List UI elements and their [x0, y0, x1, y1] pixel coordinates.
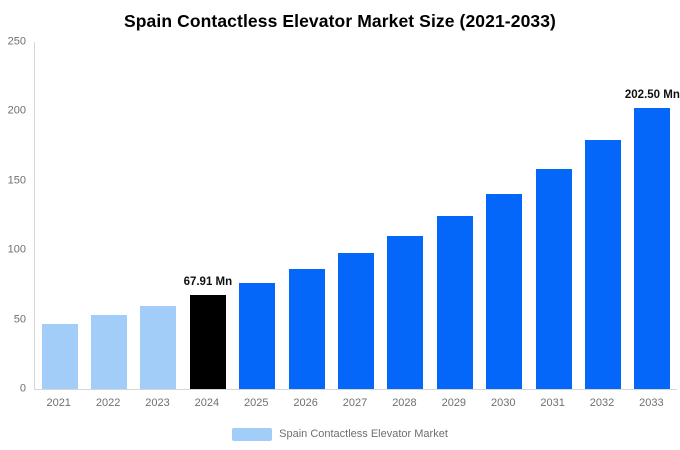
bar-slot-2026: [282, 42, 331, 389]
bar-value-label-2033: 202.50 Mn: [624, 89, 680, 102]
x-label-2026: 2026: [293, 397, 318, 409]
bar-2025[interactable]: [239, 282, 276, 389]
x-label-2022: 2022: [95, 397, 121, 409]
bar-slot-2028: [381, 42, 430, 389]
x-label-2021: 2021: [46, 397, 71, 409]
bar-value-label-2024: 67.91 Mn: [183, 276, 233, 289]
bar-2033[interactable]: [634, 107, 671, 389]
legend-item[interactable]: Spain Contactless Elevator Market: [0, 426, 680, 442]
y-tick-100: 100: [7, 243, 26, 256]
bar-slot-2023: [134, 42, 183, 389]
x-label-2033: 2033: [639, 397, 664, 409]
bar-2021[interactable]: [41, 323, 78, 389]
x-label-2023: 2023: [145, 397, 170, 409]
bar-2022[interactable]: [91, 315, 128, 389]
bar-slot-2033: 202.50 Mn: [624, 42, 680, 389]
legend-swatch: [232, 427, 273, 441]
bar-2029[interactable]: [436, 216, 473, 389]
y-tick-200: 200: [7, 104, 26, 117]
y-tick-0: 0: [19, 382, 26, 395]
x-label-2025: 2025: [244, 397, 269, 409]
x-label-2029: 2029: [441, 397, 467, 409]
bar-slot-2025: [233, 42, 282, 389]
bar-slot-2030: [480, 42, 529, 389]
x-label-2031: 2031: [540, 397, 565, 409]
bar-slot-2022: [84, 42, 133, 389]
bar-slot-2031: [529, 42, 578, 389]
y-tick-50: 50: [13, 313, 26, 326]
legend-label: Spain Contactless Elevator Market: [279, 428, 448, 440]
y-tick-250: 250: [7, 35, 26, 48]
bar-slot-2021: [35, 42, 84, 389]
x-axis: 2021 2022 2023 2024 2025 2026 2027 2028 2029 2030…: [34, 397, 676, 409]
bar-2030[interactable]: [486, 193, 523, 389]
x-label-2032: 2032: [589, 397, 615, 409]
x-label-2024: 2024: [194, 397, 220, 409]
bar-2031[interactable]: [535, 168, 572, 389]
bar-2023[interactable]: [140, 305, 177, 389]
y-axis: 0 50 100 150 200 250: [0, 36, 26, 394]
x-label-2027: 2027: [342, 397, 368, 409]
bar-slot-2027: [331, 42, 380, 389]
y-tick-150: 150: [7, 174, 26, 187]
bar-2027[interactable]: [338, 253, 375, 389]
x-label-2028: 2028: [392, 397, 417, 409]
bar-2026[interactable]: [288, 268, 325, 389]
bar-slot-2032: [578, 42, 627, 389]
bar-slot-2024: 67.91 Mn: [183, 42, 232, 389]
bar-2024[interactable]: [189, 294, 226, 389]
plot-area: 67.91 Mn 202.50 Mn: [34, 42, 680, 390]
bar-2028[interactable]: [387, 235, 424, 389]
x-label-2030: 2030: [490, 397, 516, 409]
chart-title: Spain Contactless Elevator Market Size (…: [124, 11, 556, 31]
bar-2032[interactable]: [584, 140, 621, 389]
bar-slot-2029: [430, 42, 479, 389]
